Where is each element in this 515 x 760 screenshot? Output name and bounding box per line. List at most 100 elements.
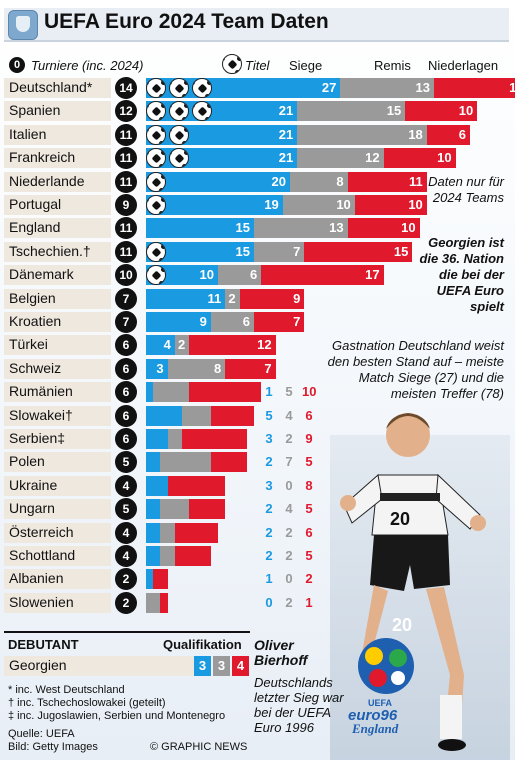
wins-bar: 15 (146, 241, 254, 262)
debutant-draws: 3 (213, 656, 230, 676)
photo-credit: Bild: Getty Images (8, 741, 98, 753)
team-label-bg (4, 78, 111, 98)
tournaments-badge: 6 (115, 357, 137, 380)
note-gastnation: Gastnation Deutschland weist den besten … (327, 338, 504, 401)
draws-bar: 12 (297, 148, 384, 169)
losses-value: 5 (305, 501, 313, 517)
tournaments-badge: 11 (115, 170, 137, 193)
tournaments-badge: 7 (115, 311, 137, 333)
title-trophy-ball (146, 78, 166, 98)
tournaments-badge: 9 (115, 194, 137, 216)
team-label-bg (4, 546, 111, 566)
footnote-1: * inc. West Deutschland (8, 684, 125, 696)
title-trophy-ball (146, 195, 166, 215)
losses-bar (210, 452, 247, 473)
tournaments-badge: 0 (9, 57, 25, 73)
team-label-bg (4, 592, 111, 613)
wins-bar (146, 429, 168, 449)
tournaments-badge: 2 (115, 591, 137, 614)
wins-bar (146, 522, 161, 543)
losses-bar: 7 (254, 312, 305, 332)
team-label-bg (4, 195, 111, 215)
title-trophy-ball (146, 148, 166, 169)
team-label-bg (4, 499, 111, 520)
tournaments-badge: 6 (115, 334, 137, 357)
wins-value: 3 (265, 431, 273, 446)
losses-bar: 10 (405, 101, 478, 122)
wins-bar (146, 382, 154, 403)
draws-bar: 13 (254, 218, 348, 239)
team-name: Italien (9, 125, 47, 142)
title-trophy-ball (192, 101, 212, 122)
title-trophy-ball (192, 78, 212, 98)
team-label-bg (4, 335, 111, 356)
team-name: Türkei (9, 336, 48, 353)
team-label-bg (4, 148, 111, 169)
team-name: Spanien (9, 102, 61, 119)
wins-value: 3 (265, 477, 273, 493)
team-name: Rumänien (9, 383, 73, 400)
tournaments-badge: 10 (115, 264, 137, 287)
euro96-line1: UEFA (368, 698, 393, 708)
losses-bar: 12 (189, 335, 276, 356)
wins-value: 1 (265, 571, 273, 587)
title-trophy-ball (146, 124, 166, 145)
wins-bar: 3 (146, 358, 168, 379)
losses-bar: 10 (354, 195, 427, 215)
football-icon (222, 54, 242, 74)
team-name: Ungarn (9, 500, 55, 517)
note-daten: Daten nur für 2024 Teams (428, 174, 504, 205)
tournaments-badge: 11 (115, 123, 137, 146)
title-trophy-ball (146, 171, 166, 192)
draws-bar: 2 (174, 335, 190, 356)
losses-bar: 10 (347, 218, 420, 239)
losses-bar (153, 569, 168, 590)
tournaments-badge: 6 (115, 381, 137, 404)
draws-value: 4 (285, 501, 293, 517)
team-name: Dänemark (9, 266, 74, 283)
team-label-bg (4, 218, 111, 239)
debutant-heading: DEBUTANT (8, 637, 79, 652)
wins-bar: 20 (146, 171, 290, 192)
team-name: Albanien (9, 570, 64, 587)
losses-bar: 17 (261, 265, 384, 286)
team-label-bg (4, 569, 111, 590)
title-trophy-ball (146, 101, 166, 122)
tournaments-badge: 11 (115, 217, 137, 240)
team-name: Schottland (9, 547, 76, 563)
team-name: Deutschland* (9, 79, 93, 95)
losses-value: 1 (305, 594, 313, 610)
debutant-rule (4, 631, 250, 633)
team-name: Kroatien (9, 313, 62, 329)
wins-value: 2 (265, 454, 273, 470)
team-name: Schweiz (9, 359, 62, 376)
losses-value: 6 (305, 407, 313, 423)
wins-value: 0 (265, 594, 273, 610)
wins-bar: 11 (146, 288, 226, 309)
title-trophy-ball (169, 101, 189, 122)
draws-bar: 2 (225, 288, 240, 309)
debutant-name: Georgien (9, 657, 67, 673)
losses-value: 10 (302, 384, 317, 400)
euro96-line3: England (351, 721, 399, 736)
titles-label: Titel (245, 58, 270, 73)
title-trophy-ball (146, 265, 166, 286)
draws-bar (153, 382, 190, 403)
losses-value: 5 (305, 548, 313, 563)
draws-value: 2 (285, 548, 293, 563)
footnote-3: ‡ inc. Jugoslawien, Serbien und Monteneg… (8, 710, 226, 722)
player-caption: Deutschlands letzter Sieg war bei der UE… (254, 675, 344, 735)
page-title: UEFA Euro 2024 Team Daten (44, 10, 329, 33)
team-label-bg (4, 452, 111, 473)
draws-value: 2 (285, 431, 293, 446)
losses-bar (167, 475, 226, 496)
draws-bar (160, 499, 190, 520)
title-trophy-ball (146, 241, 166, 262)
team-name: Tschechien.† (9, 242, 91, 259)
tournaments-badge: 4 (115, 521, 137, 544)
draws-value: 0 (285, 477, 293, 493)
draws-value: 2 (285, 524, 293, 540)
wins-bar: 15 (146, 218, 254, 239)
losses-bar (189, 499, 226, 520)
draws-bar: 8 (290, 171, 348, 192)
